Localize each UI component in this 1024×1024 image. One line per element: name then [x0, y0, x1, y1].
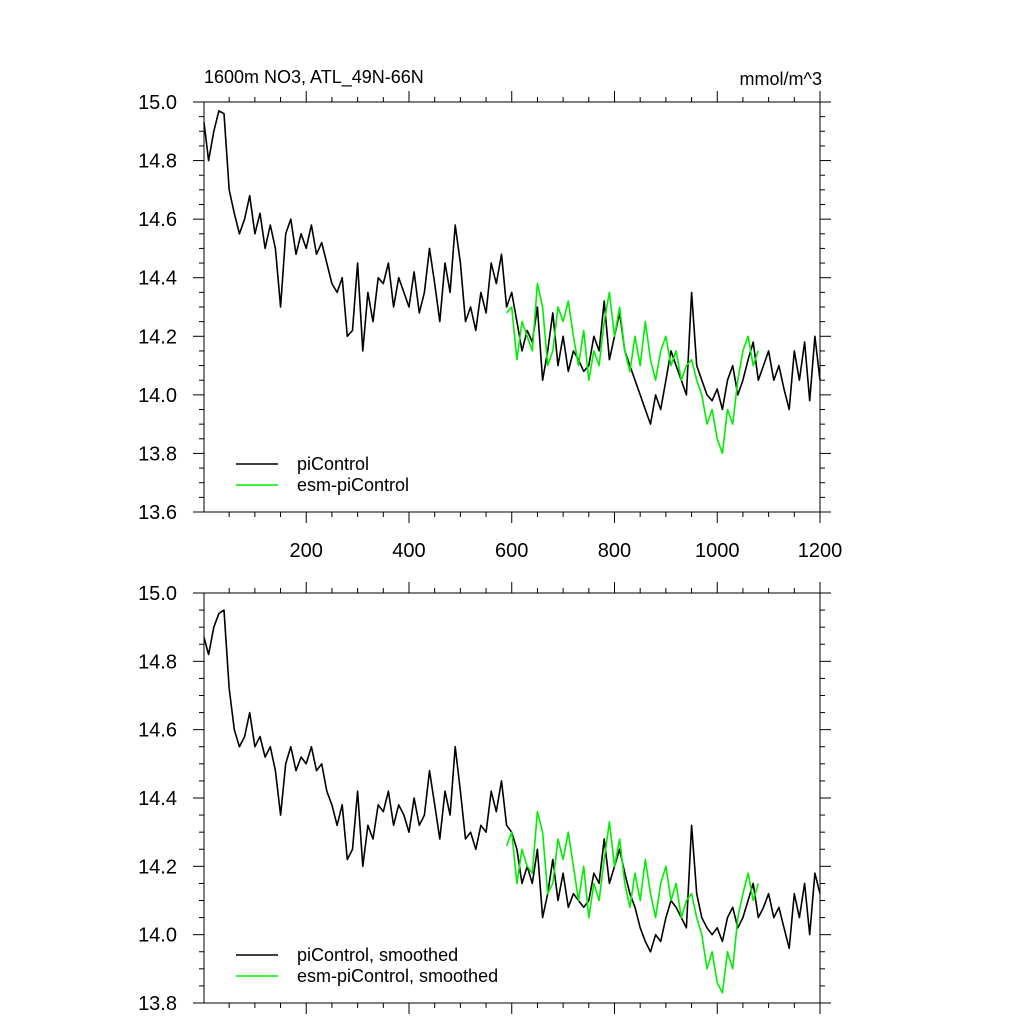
legend-label: piControl [297, 454, 369, 474]
series-line-esm-picontrol [505, 282, 760, 455]
chart-title: 1600m NO3, ATL_49N-66N [204, 67, 424, 88]
y-tick-label: 14.4 [138, 268, 177, 290]
legend-label: esm-piControl, smoothed [297, 966, 498, 986]
y-tick-label: 14.0 [138, 925, 177, 947]
bottom-panel: 15.0 14.8 14.6 14.4 14.2 14.0 13.8 piControl, s… [138, 582, 831, 1015]
x-tick-label: 800 [598, 540, 631, 562]
y-tick-label: 14.4 [138, 788, 177, 810]
x-tick-label: 600 [495, 540, 528, 562]
y-tick-label: 15.0 [138, 92, 177, 114]
x-tick-label: 1200 [798, 540, 843, 562]
y-tick-label: 14.2 [138, 326, 177, 348]
top-panel: 1600m NO3, ATL_49N-66N mmol/m^3 200 400 60… [138, 67, 842, 562]
y-tick-label: 14.0 [138, 385, 177, 407]
legend-label: esm-piControl [297, 475, 409, 495]
y-tick-label: 14.2 [138, 856, 177, 878]
plot-frame [203, 592, 821, 1004]
units-label: mmol/m^3 [740, 69, 822, 89]
y-tick-label: 14.8 [138, 151, 177, 173]
y-tick-label: 13.8 [138, 443, 177, 465]
y-tick-label: 13.6 [138, 502, 177, 524]
series-line-picontrol [203, 609, 821, 953]
x-tick-label: 1000 [695, 540, 740, 562]
series-line-picontrol [203, 110, 821, 425]
legend-label: piControl, smoothed [297, 945, 458, 965]
y-tick-label: 14.6 [138, 209, 177, 231]
y-tick-label: 14.8 [138, 651, 177, 673]
x-tick-label: 400 [392, 540, 425, 562]
y-tick-label: 15.0 [138, 583, 177, 605]
x-tick-label: 200 [290, 540, 323, 562]
y-tick-label: 14.6 [138, 720, 177, 742]
y-tick-label: 13.8 [138, 993, 177, 1015]
series-line-esm-picontrol [505, 810, 760, 994]
